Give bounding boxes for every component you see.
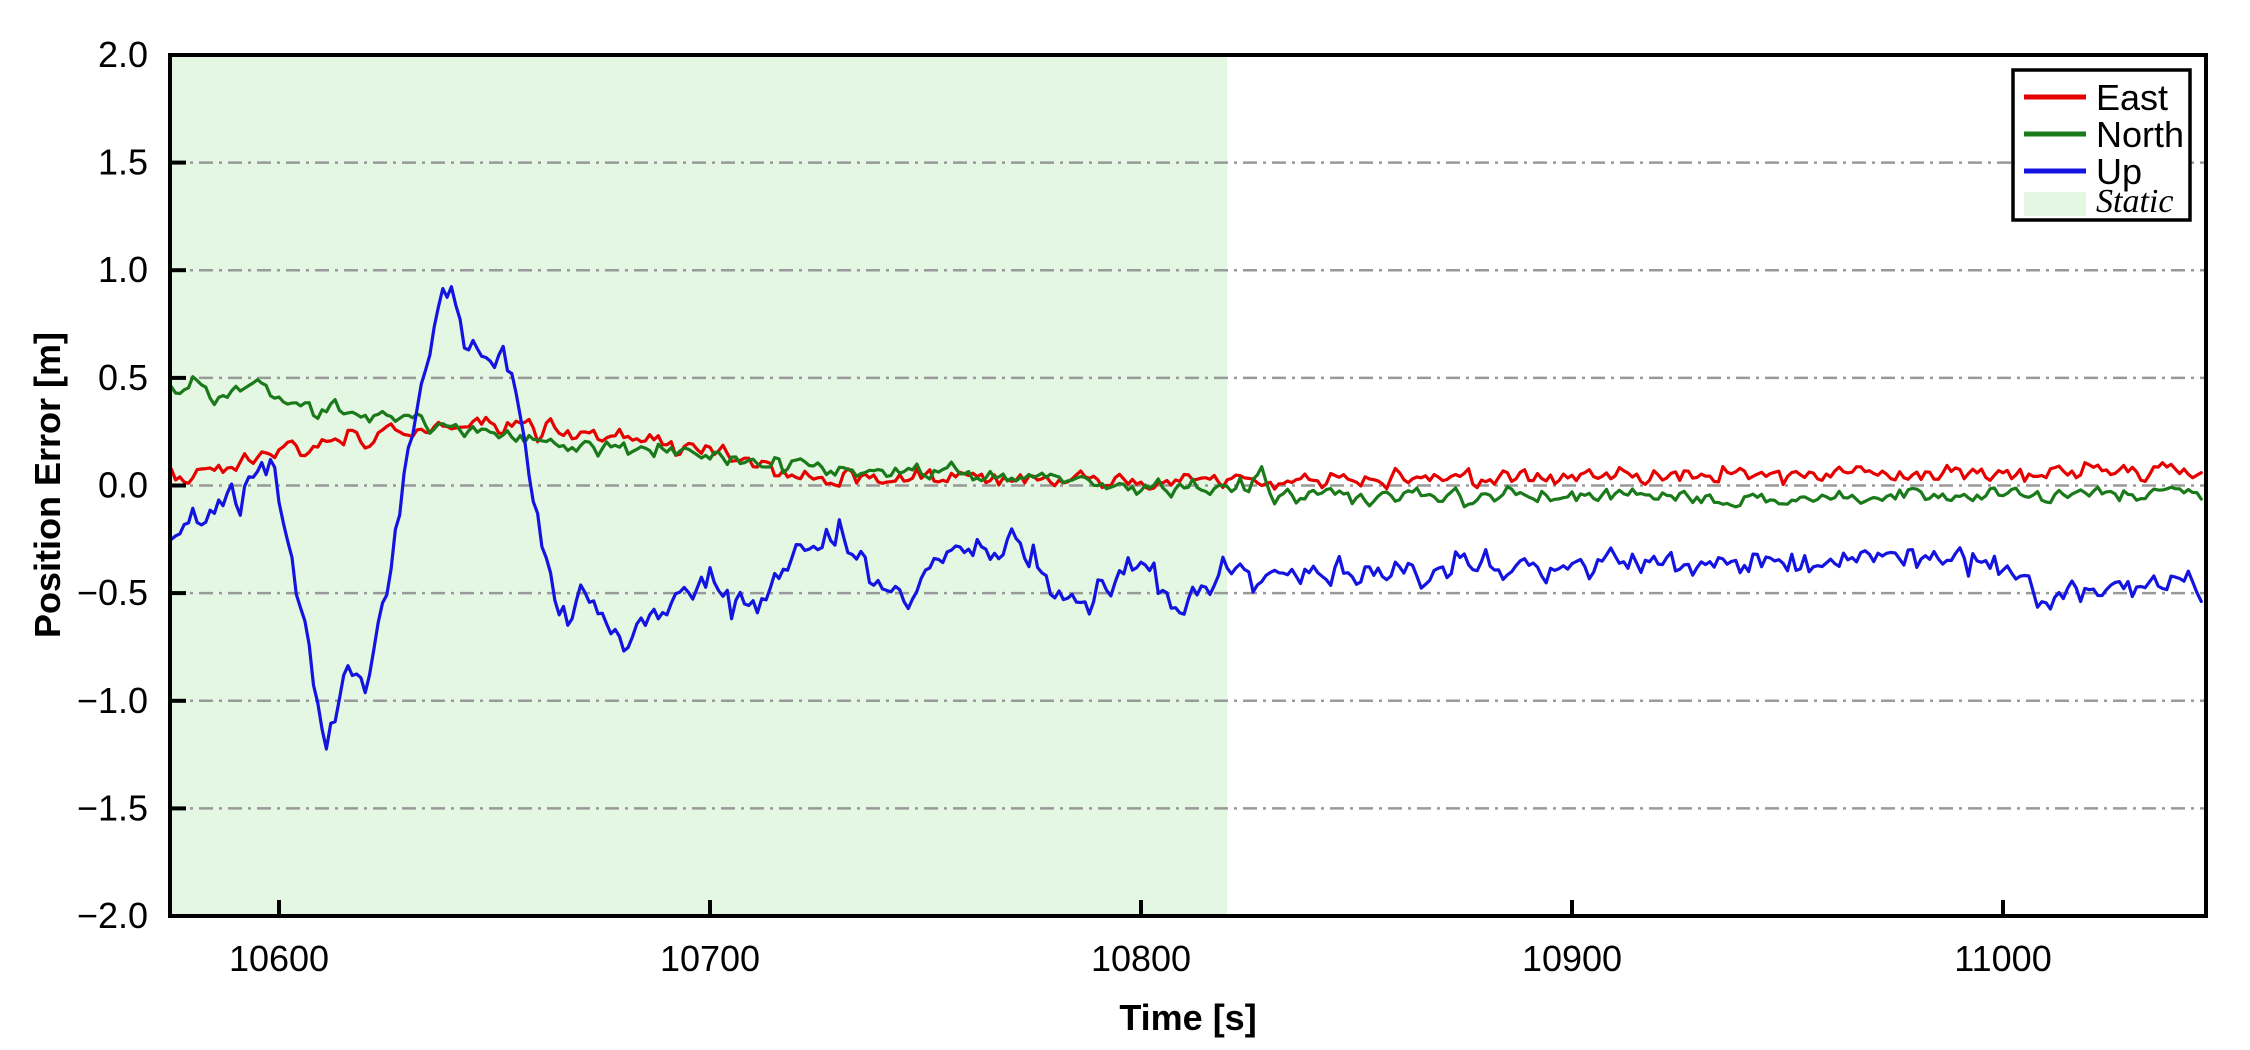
svg-text:0.5: 0.5: [98, 357, 148, 398]
svg-text:10900: 10900: [1522, 938, 1622, 979]
svg-text:10700: 10700: [660, 938, 760, 979]
svg-text:10600: 10600: [229, 938, 329, 979]
svg-text:−0.5: −0.5: [77, 572, 148, 613]
svg-text:−2.0: −2.0: [77, 895, 148, 936]
svg-text:11000: 11000: [1954, 938, 2051, 979]
svg-text:North: North: [2096, 114, 2184, 155]
svg-text:East: East: [2096, 77, 2168, 118]
svg-text:Position Error [m]: Position Error [m]: [27, 332, 68, 638]
svg-text:1.5: 1.5: [98, 142, 148, 183]
svg-text:Static: Static: [2096, 183, 2173, 220]
svg-text:−1.0: −1.0: [77, 680, 148, 721]
svg-text:1.0: 1.0: [98, 249, 148, 290]
svg-text:2.0: 2.0: [98, 34, 148, 75]
svg-text:Time [s]: Time [s]: [1119, 997, 1256, 1038]
svg-text:10800: 10800: [1091, 938, 1191, 979]
svg-text:−1.5: −1.5: [77, 787, 148, 828]
svg-text:0.0: 0.0: [98, 465, 148, 506]
